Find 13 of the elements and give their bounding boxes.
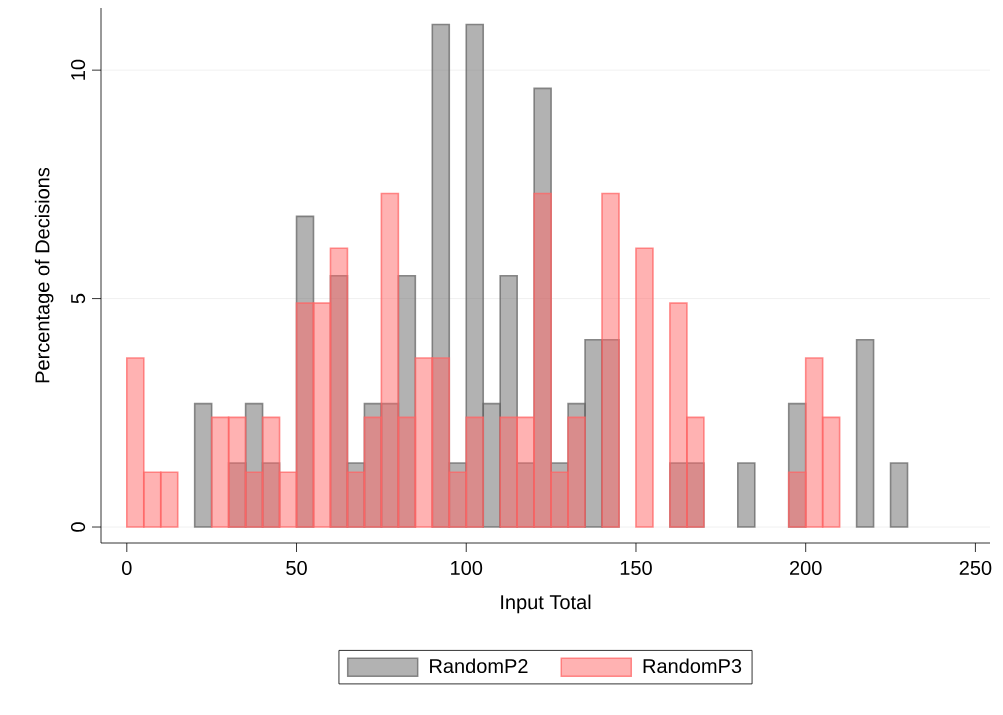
- y-tick-label: 5: [71, 293, 86, 304]
- legend-label: RandomP3: [643, 658, 742, 674]
- x-tick-label: 0: [122, 560, 132, 576]
- legend-label: RandomP2: [430, 658, 528, 674]
- y-tick-label: 10: [70, 59, 86, 80]
- x-tick-label: 50: [286, 560, 307, 576]
- y-tick-label: 0: [70, 522, 86, 532]
- y-axis-title: Percentage of Decisions: [34, 167, 54, 383]
- x-tick-label: 250: [959, 560, 992, 576]
- x-tick-label: 100: [451, 560, 483, 576]
- x-tick-label: 150: [620, 560, 652, 576]
- x-tick-label: 200: [790, 560, 822, 576]
- x-axis-title: Input Total: [501, 594, 591, 614]
